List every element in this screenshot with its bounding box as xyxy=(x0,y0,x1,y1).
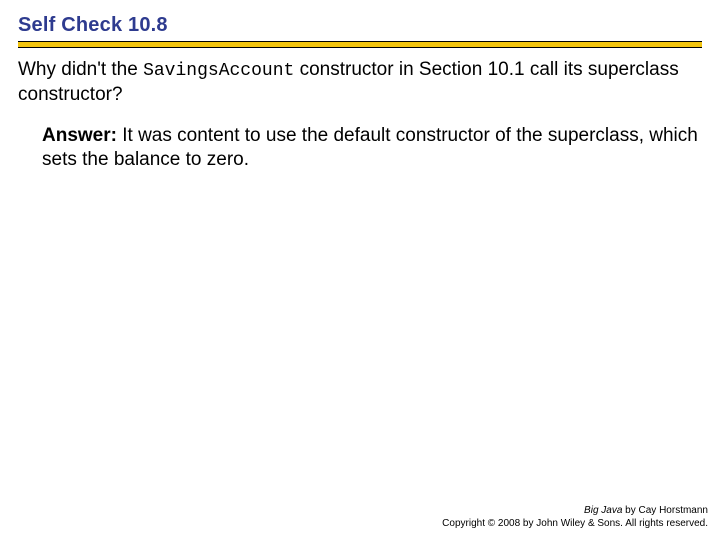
rule-bottom xyxy=(18,47,702,48)
code-identifier: SavingsAccount xyxy=(143,61,294,81)
footer-copyright: Copyright © 2008 by John Wiley & Sons. A… xyxy=(442,518,708,531)
answer-text: It was content to use the default constr… xyxy=(42,125,698,170)
question-pre: Why didn't the xyxy=(18,59,143,80)
footer: Big Java by Cay Horstmann Copyright © 20… xyxy=(442,505,708,530)
slide: Self Check 10.8 Why didn't the SavingsAc… xyxy=(0,0,720,540)
byline: by Cay Horstmann xyxy=(622,505,708,516)
title-block: Self Check 10.8 xyxy=(18,14,702,48)
footer-line1: Big Java by Cay Horstmann xyxy=(442,505,708,518)
slide-title: Self Check 10.8 xyxy=(18,14,702,37)
answer-block: Answer: It was content to use the defaul… xyxy=(42,124,702,172)
book-title: Big Java xyxy=(584,505,622,516)
question-text: Why didn't the SavingsAccount constructo… xyxy=(18,58,702,106)
answer-label: Answer: xyxy=(42,125,117,146)
